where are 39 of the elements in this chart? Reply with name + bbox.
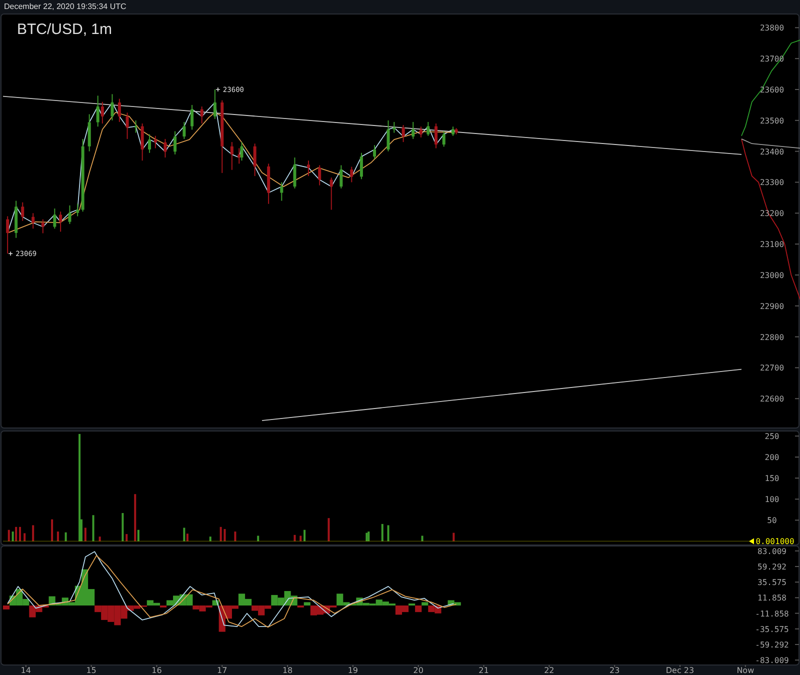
y-tick-label: 22900: [760, 302, 784, 311]
y-tick-label: 50: [767, 516, 777, 526]
y-tick-label: 23600: [760, 86, 784, 94]
y-tick-label: -11.858: [755, 609, 790, 618]
y-tick-label: 23500: [760, 116, 784, 126]
text: December 22, 2020 19:35:34 UTC: [4, 2, 127, 11]
y-tick-label: 22700: [760, 364, 784, 373]
x-tick-label: 23: [609, 666, 620, 675]
x-tick-label: 19: [348, 666, 358, 675]
y-tick-label: -59.292: [755, 640, 790, 650]
x-tick-label: 18: [282, 666, 293, 675]
y-tick-label: 35.575: [758, 578, 787, 588]
x-tick-label: 14: [20, 666, 31, 675]
y-tick-label: -35.575: [755, 624, 790, 634]
x-tick-label: 22: [544, 666, 554, 675]
y-tick-label: 23300: [760, 178, 784, 188]
x-tick-label: 15: [86, 666, 96, 675]
y-tick-label: 23100: [760, 240, 784, 250]
y-tick-label: 23000: [760, 270, 784, 280]
chart-title: BTC/USD, 1m: [17, 21, 112, 38]
y-tick-label: 11.858: [758, 594, 787, 603]
y-tick-label: 59.292: [758, 562, 787, 572]
x-tick-label: 17: [217, 666, 228, 675]
y-tick-label: 250: [764, 432, 780, 442]
x-tick-label: 16: [152, 666, 162, 675]
y-tick-label: 22800: [760, 332, 784, 342]
y-tick-label: 23800: [760, 24, 784, 33]
y-tick-label: 150: [764, 474, 780, 484]
x-tick-label: 21: [478, 666, 489, 675]
y-tick-label: 200: [764, 453, 780, 462]
y-tick-label: 100: [764, 495, 780, 504]
x-tick-label: 20: [413, 666, 424, 675]
y-tick-label: 22600: [760, 394, 784, 404]
y-tick-label: 23400: [760, 147, 784, 156]
x-tick-label: Now: [736, 666, 755, 675]
x-tick-label: Dec 23: [666, 666, 694, 675]
y-tick-label: -83.009: [755, 656, 790, 666]
y-tick-label: 83.009: [758, 546, 787, 556]
ref-line-label: 0.001000: [756, 537, 794, 546]
